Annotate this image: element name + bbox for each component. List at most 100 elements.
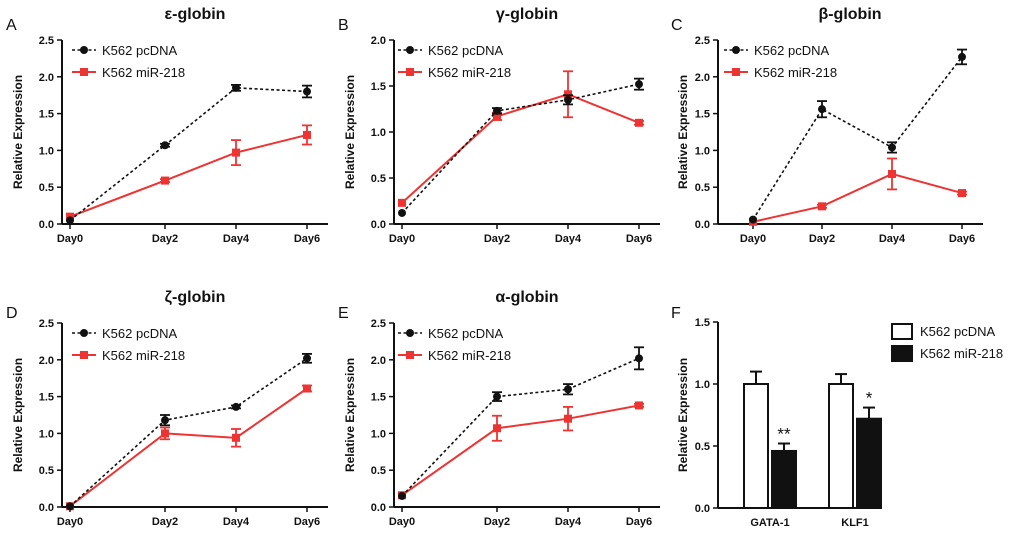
data-point (303, 384, 311, 393)
x-tick-label: Day2 (484, 516, 510, 528)
legend-label: K562 pcDNA (428, 43, 503, 58)
y-axis-label: Relative Expression (676, 358, 690, 472)
panel-label: A (6, 17, 17, 34)
y-tick-label: 1.0 (39, 428, 54, 440)
legend-label: K562 miR-218 (102, 65, 185, 80)
chart-panel-d: Dζ-globin Relative Expression 0.0 0.5 1.0 1.5… (6, 289, 328, 528)
data-point (161, 141, 169, 150)
legend-label: K562 miR-218 (754, 65, 837, 80)
x-tick-label: Day2 (484, 233, 510, 245)
y-tick-label: 2.0 (695, 72, 710, 84)
x-tick-label: Day6 (626, 233, 652, 245)
x-tick-label: Day0 (57, 233, 83, 245)
y-tick-label: 0.5 (39, 182, 54, 194)
chart-panel-a: Aε-globin Relative Expression 0.0 0.5 1.0 1.5… (6, 6, 328, 245)
y-tick-label: 0.0 (371, 502, 386, 514)
y-tick-label: 2.5 (695, 35, 710, 47)
data-point (635, 80, 643, 89)
legend-marker (406, 351, 414, 359)
x-tick-label: Day4 (555, 233, 582, 245)
legend-label: K562 miR-218 (428, 65, 511, 80)
data-point (958, 52, 966, 61)
series-line-pcdna (69, 87, 308, 221)
panel-label: B (338, 17, 349, 34)
x-tick-label: Day0 (389, 233, 415, 245)
y-tick-label: 2.5 (371, 318, 386, 330)
chart-panel-e: Eα-globin Relative Expression 0.0 0.5 1.0 1.5… (338, 289, 660, 528)
y-tick-label: 2.0 (371, 355, 386, 367)
legend-marker (80, 46, 88, 54)
legend-swatch (891, 323, 913, 340)
series-line-pcdna (401, 83, 640, 214)
legend-marker (80, 329, 88, 337)
data-point (818, 202, 826, 211)
y-tick-label: 0.0 (371, 219, 386, 231)
data-point (398, 198, 406, 207)
data-point (66, 502, 74, 511)
y-tick-label: 0.0 (39, 219, 54, 231)
legend-label: K562 pcDNA (754, 43, 829, 58)
x-tick-label: GATA-1 (750, 517, 789, 529)
series-line-mir218 (401, 93, 640, 204)
legend-swatch (891, 345, 913, 362)
bar (743, 383, 769, 509)
legend-marker (732, 46, 740, 54)
legend-marker (80, 68, 88, 76)
data-point (888, 169, 896, 178)
data-point (493, 392, 501, 401)
data-point (303, 130, 311, 139)
data-point (398, 208, 406, 217)
panel-label: C (671, 17, 683, 34)
y-tick-label: 2.0 (39, 72, 54, 84)
data-point (888, 143, 896, 152)
legend-label: K562 pcDNA (102, 43, 177, 58)
legend-marker (732, 68, 740, 76)
chart-title: ε-globin (165, 6, 226, 23)
legend-marker (406, 68, 414, 76)
data-point (493, 106, 501, 115)
y-tick-label: 0.0 (39, 502, 54, 514)
data-point (232, 83, 240, 92)
y-tick-label: 2.0 (371, 35, 386, 47)
data-point (66, 216, 74, 225)
y-tick-label: 0.5 (371, 173, 386, 185)
x-tick-label: Day4 (879, 233, 906, 245)
y-tick-label: 1.5 (695, 109, 710, 121)
y-tick-label: 0.5 (39, 465, 54, 477)
y-tick-label: 1.0 (371, 127, 386, 139)
y-tick-label: 1.0 (371, 428, 386, 440)
series-line-pcdna (401, 357, 640, 497)
data-point (818, 105, 826, 114)
y-tick-label: 1.0 (39, 145, 54, 157)
y-tick-label: 2.5 (39, 35, 54, 47)
data-point (161, 176, 169, 185)
data-point (232, 402, 240, 411)
data-point (161, 416, 169, 425)
chart-title: β-globin (818, 6, 881, 23)
x-tick-label: Day4 (223, 516, 250, 528)
series-line-pcdna (752, 56, 963, 221)
x-tick-label: Day2 (809, 233, 835, 245)
y-tick-label: 0.0 (695, 219, 710, 231)
data-point (635, 354, 643, 363)
y-axis-label: Relative Expression (343, 75, 357, 189)
y-tick-label: 1.0 (695, 145, 710, 157)
legend-label: K562 pcDNA (428, 326, 503, 341)
x-tick-label: Day6 (949, 233, 975, 245)
y-tick-label: 1.5 (371, 392, 386, 404)
data-point (493, 424, 501, 433)
legend-label: K562 miR-218 (102, 348, 185, 363)
y-tick-label: 1.0 (695, 379, 710, 391)
data-point (635, 118, 643, 127)
y-tick-label: 1.5 (39, 109, 54, 121)
y-tick-label: 1.5 (695, 317, 710, 329)
legend-label: K562 miR-218 (428, 348, 511, 363)
data-point (564, 90, 572, 99)
data-point (635, 401, 643, 410)
data-point (232, 148, 240, 157)
data-point (493, 112, 501, 121)
data-point (161, 429, 169, 438)
y-tick-label: 0.0 (695, 503, 710, 515)
x-tick-label: Day6 (626, 516, 652, 528)
chart-title: ζ-globin (165, 289, 226, 306)
